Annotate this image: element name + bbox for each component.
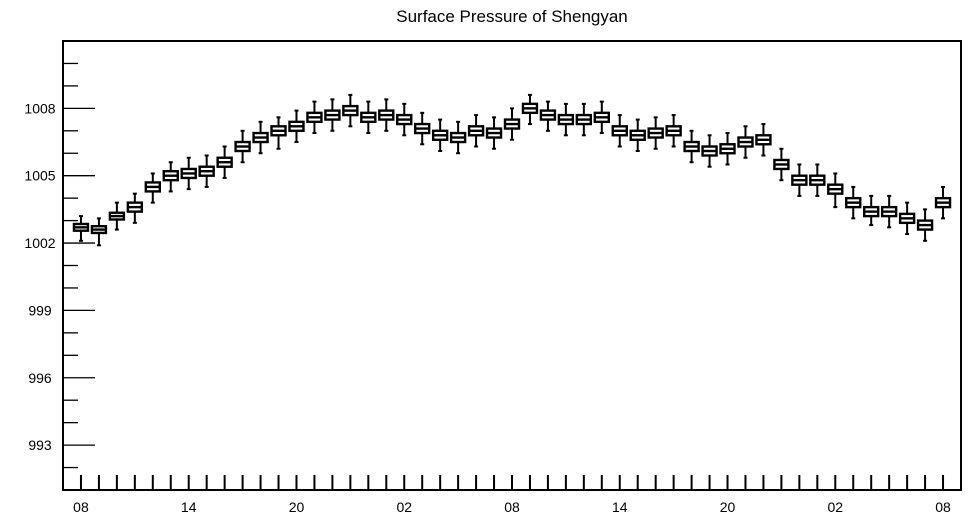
box-7 [198,154,215,188]
box-8 [216,145,233,179]
y-tick-label: 996 [28,370,52,386]
x-tick-label: 08 [935,499,951,515]
box-40 [791,163,808,197]
box-36 [719,132,736,166]
box-47 [916,208,934,242]
box-6 [180,156,197,191]
box-18 [396,102,413,137]
box-33 [665,114,682,148]
box-25 [521,93,539,126]
box-24 [503,107,521,141]
box-17 [378,98,395,132]
box-30 [611,114,628,148]
box-31 [629,118,646,153]
box-27 [557,102,575,137]
box-46 [898,201,916,236]
box-5 [162,161,179,193]
box-13 [306,100,323,135]
y-tick-label: 993 [28,437,52,453]
box-42 [827,172,844,209]
box-11 [270,116,287,150]
box-series [72,93,952,247]
x-tick-label: 02 [396,499,412,515]
box-38 [755,123,772,157]
x-tick-label: 14 [612,499,628,515]
y-axis: 993 996 999 1002 1005 1008 [24,40,95,491]
box-21 [449,120,467,155]
box-20 [431,118,449,153]
y-tick-label: 999 [28,302,52,318]
x-tick-label: 08 [73,499,89,515]
box-34 [683,129,700,164]
box-15 [342,93,359,128]
box-9 [234,129,251,164]
box-32 [647,116,664,150]
x-tick-label: 20 [289,499,305,515]
x-tick-label: 02 [827,499,843,515]
box-26 [539,100,557,132]
box-19 [414,111,431,146]
x-tick-label: 20 [720,499,736,515]
y-tick-label: 1002 [24,235,55,251]
box-0 [72,215,90,242]
y-tick-label: 1008 [24,100,55,116]
box-43 [845,185,862,220]
box-10 [252,120,269,155]
x-tick-label: 14 [181,499,197,515]
box-29 [593,100,610,135]
box-39 [773,147,790,182]
box-45 [880,194,898,229]
y-tick-label: 1005 [24,168,55,184]
box-28 [575,102,593,137]
box-23 [485,116,503,150]
x-tick-label: 08 [504,499,520,515]
box-41 [809,163,826,197]
box-37 [737,125,754,159]
box-12 [288,109,305,144]
box-35 [701,134,718,168]
box-16 [360,100,377,135]
box-44 [863,194,880,227]
box-14 [324,98,341,132]
box-1 [90,217,108,247]
box-2 [108,201,126,231]
box-48 [934,185,952,220]
box-22 [467,114,485,148]
chart-title: Surface Pressure of Shengyan [396,7,628,26]
x-axis: 08 14 20 02 08 14 20 02 08 [73,475,951,515]
box-4 [144,172,162,204]
box-3 [126,192,144,224]
